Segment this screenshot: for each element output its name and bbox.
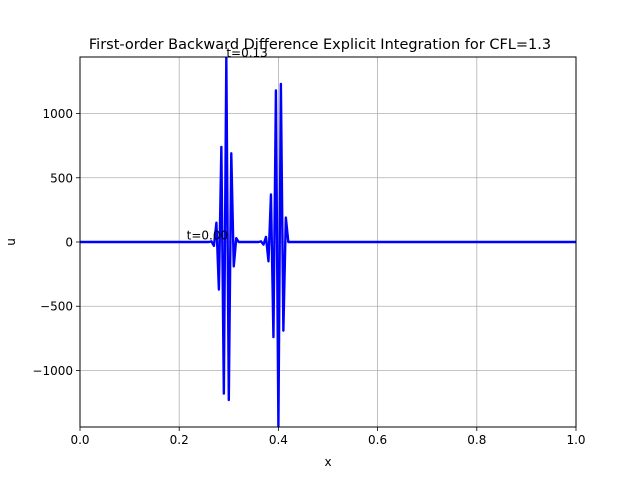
x-tick-label: 0.0: [70, 433, 89, 447]
chart-title: First-order Backward Difference Explicit…: [89, 37, 551, 53]
y-tick-label: −1000: [32, 364, 73, 378]
y-axis-label: u: [4, 238, 18, 246]
y-tick-label: 500: [50, 171, 73, 185]
x-axis-label: x: [324, 455, 331, 469]
series-lines: [80, 57, 576, 427]
annotation-label: t=0.13: [226, 46, 267, 60]
x-tick-label: 0.4: [269, 433, 288, 447]
ticks: 0.0 0.2 0.4 0.6 0.8 1.0 −1000 −500 0 500 1000: [32, 107, 585, 447]
x-tick-label: 0.8: [467, 433, 486, 447]
x-tick-label: 0.2: [170, 433, 189, 447]
y-tick-label: 1000: [42, 107, 73, 121]
y-tick-label: 0: [65, 236, 73, 250]
x-tick-label: 1.0: [566, 433, 585, 447]
x-tick-label: 0.6: [368, 433, 387, 447]
annotation-label: t=0.00: [187, 228, 228, 242]
y-tick-label: −500: [40, 300, 73, 314]
series-line: [80, 57, 576, 427]
